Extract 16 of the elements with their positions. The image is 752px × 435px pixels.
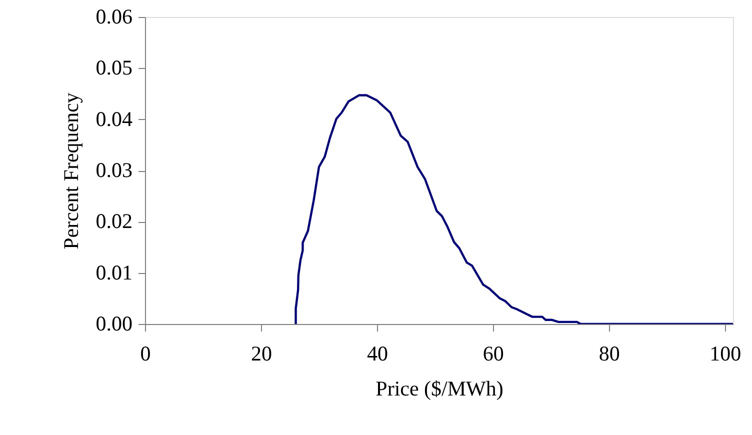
y-tick-label: 0.00 (96, 312, 132, 336)
y-tick-label: 0.01 (96, 260, 132, 284)
x-tick-label: 0 (140, 342, 151, 366)
y-axis-title: Percent Frequency (58, 92, 83, 250)
y-tick-label: 0.05 (96, 56, 132, 80)
x-tick-label: 100 (710, 342, 742, 366)
x-tick-label: 80 (598, 342, 620, 366)
x-tick-label: 40 (366, 342, 388, 366)
y-tick-label: 0.04 (96, 106, 133, 131)
y-tick-label: 0.03 (96, 158, 132, 182)
line-series (294, 94, 733, 324)
x-axis-title: Price ($/MWh) (376, 376, 504, 400)
x-tick-label: 60 (482, 342, 504, 366)
y-tick-label: 0.06 (96, 4, 132, 28)
x-tick-label: 20 (250, 342, 272, 366)
y-tick-label: 0.02 (96, 209, 132, 234)
